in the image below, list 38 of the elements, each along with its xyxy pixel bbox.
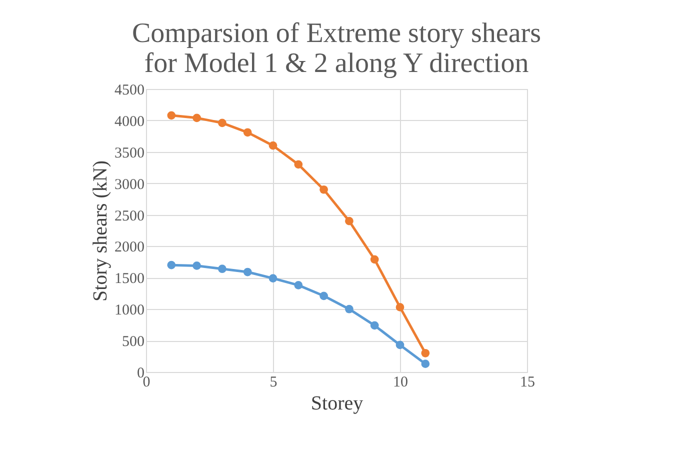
point (421, 348, 430, 358)
point (167, 260, 176, 270)
text: for Model 1 & 2 along Y direction (144, 48, 529, 79)
x-tick-label: 15 (520, 374, 535, 390)
point (370, 255, 379, 264)
y-tick-label: 4000 (114, 114, 144, 130)
point (218, 118, 226, 128)
point (396, 340, 404, 350)
point (243, 128, 252, 137)
point (421, 360, 430, 368)
point (192, 114, 201, 122)
y-tick-label: 500 (122, 334, 144, 350)
x-tick-label: 5 (270, 374, 278, 390)
point (268, 274, 278, 282)
point (396, 303, 404, 312)
y-tick-label: 3500 (114, 145, 144, 162)
y-tick-label: 4500 (114, 82, 144, 98)
text: Comparsion of Extreme story shears (132, 18, 542, 49)
point (268, 141, 278, 150)
point (192, 262, 201, 270)
y-tick-label: 2500 (114, 208, 144, 224)
x-tick-label: 10 (393, 374, 408, 390)
y-axis-title: Story shears (kN) (90, 160, 112, 302)
point (345, 304, 354, 314)
point (294, 160, 303, 169)
point (218, 264, 226, 274)
point (294, 281, 303, 290)
y-tick-label: 1500 (114, 271, 144, 288)
point (370, 321, 379, 330)
y-tick-label: 1000 (114, 302, 144, 319)
point (320, 292, 328, 300)
y-tick-label: 3000 (114, 176, 144, 193)
point (243, 268, 252, 276)
x-axis-title: Storey (310, 392, 364, 414)
point (167, 111, 176, 120)
y-tick-label: 2000 (114, 240, 144, 256)
point (345, 216, 354, 226)
point (320, 185, 328, 194)
